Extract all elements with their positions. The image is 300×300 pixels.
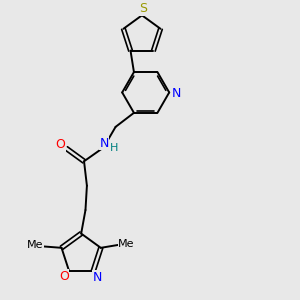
Text: S: S — [140, 2, 147, 16]
Text: O: O — [59, 270, 69, 283]
Text: H: H — [110, 143, 118, 153]
Text: Me: Me — [118, 238, 135, 248]
Text: N: N — [172, 86, 181, 100]
Text: N: N — [99, 137, 109, 150]
Text: N: N — [93, 271, 102, 284]
Text: Me: Me — [27, 240, 43, 250]
Text: O: O — [56, 138, 65, 152]
